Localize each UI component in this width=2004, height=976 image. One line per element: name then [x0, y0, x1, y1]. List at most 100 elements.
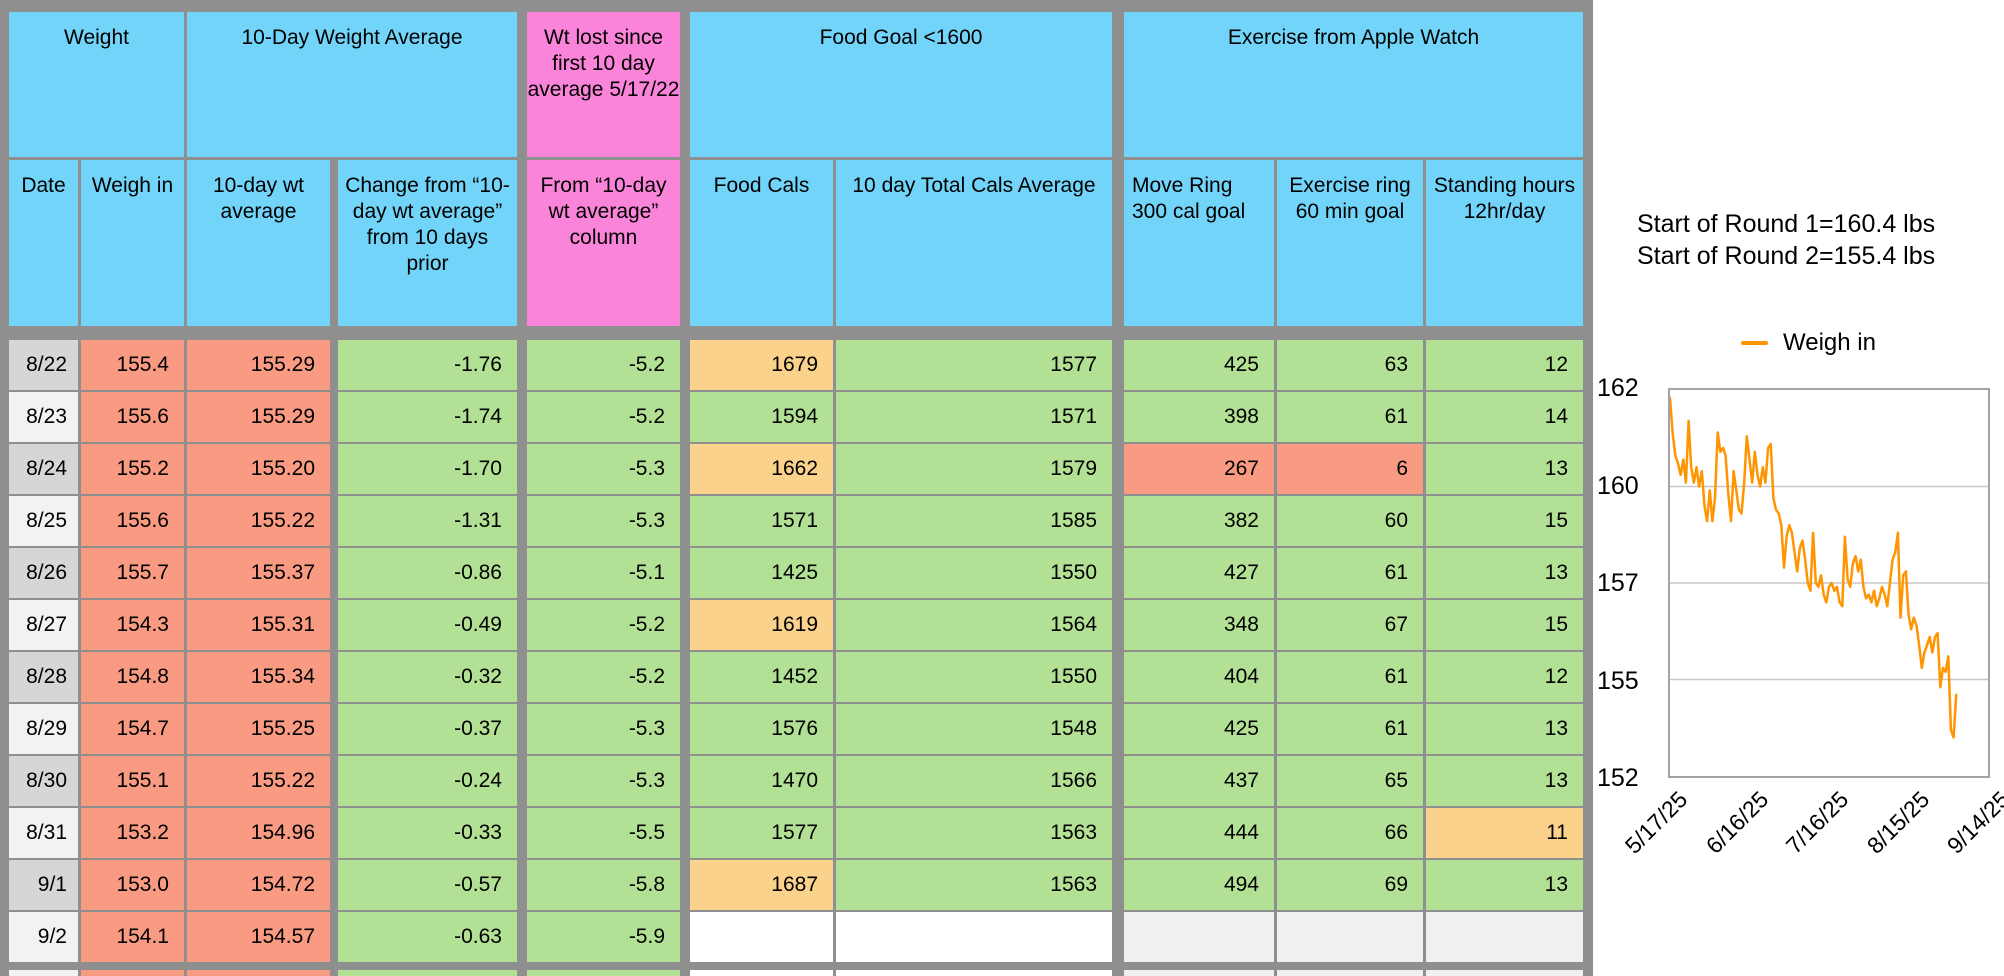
- move-ring-cell[interactable]: 404: [1124, 652, 1274, 702]
- weigh-in-cell[interactable]: 154.8: [81, 652, 184, 702]
- exercise-ring-cell[interactable]: 60: [1277, 496, 1423, 546]
- weigh-in-cell[interactable]: 155.1: [81, 756, 184, 806]
- move-ring-cell[interactable]: 425: [1124, 704, 1274, 754]
- lost-since-first-avg-cell[interactable]: -5.2: [527, 600, 680, 650]
- date-cell[interactable]: 8/29: [9, 704, 78, 754]
- move-ring-cell[interactable]: 425: [1124, 340, 1274, 390]
- weigh-in-cell[interactable]: 154.1: [81, 912, 184, 962]
- weigh-in-cell[interactable]: 153.0: [81, 860, 184, 910]
- exercise-ring-cell[interactable]: [1277, 912, 1423, 962]
- cals-10day-avg-cell[interactable]: 1550: [836, 548, 1112, 598]
- column-header-standing-hours[interactable]: Standing hours 12hr/day: [1426, 160, 1583, 326]
- move-ring-cell[interactable]: 267: [1124, 444, 1274, 494]
- cals-10day-avg-cell[interactable]: 1585: [836, 496, 1112, 546]
- change-10day-cell[interactable]: -0.86: [338, 548, 517, 598]
- lost-since-first-avg-cell[interactable]: -5.9: [527, 912, 680, 962]
- food-cals-cell[interactable]: 1425: [690, 548, 833, 598]
- group-header-2[interactable]: 10-Day Weight Average: [187, 12, 517, 157]
- lost-since-first-avg-cell[interactable]: -5.2: [527, 652, 680, 702]
- move-ring-cell[interactable]: 494: [1124, 860, 1274, 910]
- date-cell[interactable]: 8/27: [9, 600, 78, 650]
- weigh-in-cell[interactable]: 154.7: [81, 704, 184, 754]
- weigh-in-cell[interactable]: 153.2: [81, 808, 184, 858]
- standing-hours-cell[interactable]: 13: [1426, 756, 1583, 806]
- standing-hours-cell[interactable]: 14: [1426, 392, 1583, 442]
- column-header-weigh-in[interactable]: Weigh in: [81, 160, 184, 326]
- avg-10day-cell[interactable]: 154.72: [187, 860, 330, 910]
- change-10day-cell[interactable]: -1.31: [338, 496, 517, 546]
- cals-10day-avg-cell[interactable]: 1550: [836, 652, 1112, 702]
- standing-hours-cell[interactable]: 13: [1426, 860, 1583, 910]
- cals-10day-avg-cell[interactable]: 1579: [836, 444, 1112, 494]
- lost-since-first-avg-cell[interactable]: -5.3: [527, 756, 680, 806]
- column-header-change-10day[interactable]: Change from “10-day wt average” from 10 …: [338, 160, 517, 326]
- standing-hours-cell[interactable]: 12: [1426, 340, 1583, 390]
- food-cals-cell[interactable]: 1452: [690, 652, 833, 702]
- lost-since-first-avg-cell[interactable]: -5.3: [527, 496, 680, 546]
- exercise-ring-cell[interactable]: 61: [1277, 704, 1423, 754]
- avg-10day-cell[interactable]: 154.96: [187, 808, 330, 858]
- standing-hours-cell[interactable]: 13: [1426, 704, 1583, 754]
- weigh-in-line-chart[interactable]: [1668, 388, 1990, 778]
- weigh-in-cell[interactable]: 155.6: [81, 496, 184, 546]
- move-ring-cell[interactable]: 437: [1124, 756, 1274, 806]
- cals-10day-avg-cell[interactable]: 1564: [836, 600, 1112, 650]
- food-cals-cell[interactable]: [690, 912, 833, 962]
- weigh-in-cell[interactable]: 155.4: [81, 340, 184, 390]
- weigh-in-cell[interactable]: 155.6: [81, 392, 184, 442]
- date-cell[interactable]: 8/24: [9, 444, 78, 494]
- avg-10day-cell[interactable]: 155.34: [187, 652, 330, 702]
- weigh-in-cell[interactable]: 155.7: [81, 548, 184, 598]
- avg-10day-cell[interactable]: 154.57: [187, 912, 330, 962]
- group-header-5[interactable]: Exercise from Apple Watch: [1124, 12, 1583, 157]
- exercise-ring-cell[interactable]: 61: [1277, 652, 1423, 702]
- standing-hours-cell[interactable]: 12: [1426, 652, 1583, 702]
- food-cals-cell[interactable]: 1662: [690, 444, 833, 494]
- weigh-in-cell[interactable]: 155.2: [81, 444, 184, 494]
- cals-10day-avg-cell[interactable]: 1566: [836, 756, 1112, 806]
- cals-10day-avg-cell[interactable]: [836, 912, 1112, 962]
- exercise-ring-cell[interactable]: 61: [1277, 392, 1423, 442]
- date-cell[interactable]: 8/23: [9, 392, 78, 442]
- change-10day-cell[interactable]: -1.74: [338, 392, 517, 442]
- avg-10day-cell[interactable]: 155.29: [187, 340, 330, 390]
- lost-since-first-avg-cell[interactable]: -5.2: [527, 340, 680, 390]
- avg-10day-cell[interactable]: 155.22: [187, 756, 330, 806]
- food-cals-cell[interactable]: 1577: [690, 808, 833, 858]
- date-cell[interactable]: 8/28: [9, 652, 78, 702]
- cals-10day-avg-cell[interactable]: 1571: [836, 392, 1112, 442]
- food-cals-cell[interactable]: 1571: [690, 496, 833, 546]
- standing-hours-cell[interactable]: 11: [1426, 808, 1583, 858]
- change-10day-cell[interactable]: -0.24: [338, 756, 517, 806]
- lost-since-first-avg-cell[interactable]: -5.5: [527, 808, 680, 858]
- move-ring-cell[interactable]: [1124, 912, 1274, 962]
- food-cals-cell[interactable]: 1619: [690, 600, 833, 650]
- standing-hours-cell[interactable]: 13: [1426, 444, 1583, 494]
- change-10day-cell[interactable]: -0.33: [338, 808, 517, 858]
- exercise-ring-cell[interactable]: 67: [1277, 600, 1423, 650]
- move-ring-cell[interactable]: 444: [1124, 808, 1274, 858]
- standing-hours-cell[interactable]: 13: [1426, 548, 1583, 598]
- move-ring-cell[interactable]: 427: [1124, 548, 1274, 598]
- weigh-in-cell[interactable]: 154.3: [81, 600, 184, 650]
- group-header-3[interactable]: Wt lost since first 10 day average 5/17/…: [527, 12, 680, 157]
- food-cals-cell[interactable]: 1594: [690, 392, 833, 442]
- cals-10day-avg-cell[interactable]: 1563: [836, 808, 1112, 858]
- column-header-move-ring[interactable]: Move Ring 300 cal goal: [1124, 160, 1274, 326]
- exercise-ring-cell[interactable]: 63: [1277, 340, 1423, 390]
- move-ring-cell[interactable]: 398: [1124, 392, 1274, 442]
- change-10day-cell[interactable]: -0.37: [338, 704, 517, 754]
- date-cell[interactable]: 8/30: [9, 756, 78, 806]
- change-10day-cell[interactable]: -0.57: [338, 860, 517, 910]
- exercise-ring-cell[interactable]: 6: [1277, 444, 1423, 494]
- date-cell[interactable]: 8/22: [9, 340, 78, 390]
- column-header-date[interactable]: Date: [9, 160, 78, 326]
- group-header-4[interactable]: Food Goal <1600: [690, 12, 1112, 157]
- avg-10day-cell[interactable]: 155.25: [187, 704, 330, 754]
- lost-since-first-avg-cell[interactable]: -5.3: [527, 444, 680, 494]
- standing-hours-cell[interactable]: 15: [1426, 496, 1583, 546]
- change-10day-cell[interactable]: -0.32: [338, 652, 517, 702]
- avg-10day-cell[interactable]: 155.37: [187, 548, 330, 598]
- change-10day-cell[interactable]: -1.76: [338, 340, 517, 390]
- food-cals-cell[interactable]: 1687: [690, 860, 833, 910]
